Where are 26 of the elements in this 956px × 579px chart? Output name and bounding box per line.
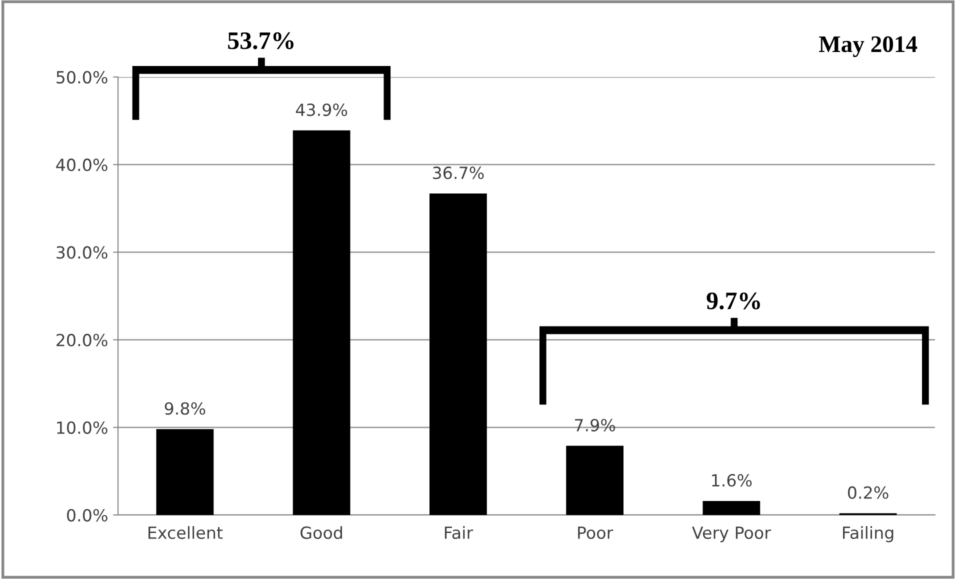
bar — [156, 429, 214, 515]
text: May 2014 — [818, 36, 918, 58]
data-label: 9.8% — [164, 402, 206, 415]
y-tick-label: 20.0% — [56, 334, 108, 346]
x-tick-label: Excellent — [148, 526, 223, 540]
y-tick-label: 10.0% — [57, 421, 108, 434]
x-tick-label: Failing — [843, 526, 894, 542]
data-label: 7.9% — [575, 418, 616, 432]
text: 53.7% — [228, 32, 294, 50]
bar — [702, 500, 760, 515]
x-tick-label: Very Poor — [692, 526, 771, 542]
bar — [292, 130, 350, 515]
x-tick-label: Poor — [578, 526, 614, 540]
data-label: 43.9% — [296, 103, 348, 116]
x-tick-label: Good — [300, 526, 342, 540]
bar — [566, 446, 624, 515]
bar — [430, 194, 487, 515]
data-label: 1.6% — [712, 474, 752, 487]
y-tick-label: 30.0% — [56, 246, 108, 259]
data-label: 0.2% — [848, 486, 888, 499]
y-tick-label: 50.0% — [56, 70, 108, 84]
x-tick-label: Fair — [444, 526, 474, 540]
annotation: 9.7% — [706, 292, 760, 310]
y-tick-label: 40.0% — [56, 158, 108, 172]
data-label: 36.7% — [432, 166, 484, 180]
y-tick-label: 0.0% — [67, 508, 108, 522]
